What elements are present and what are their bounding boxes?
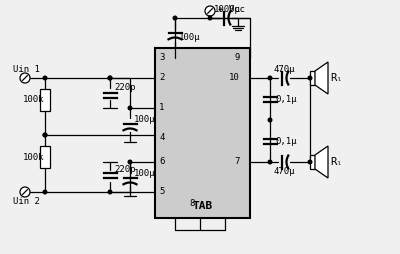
Text: Rₗ: Rₗ bbox=[330, 157, 342, 167]
Text: 2: 2 bbox=[159, 73, 164, 83]
Circle shape bbox=[43, 133, 47, 137]
Circle shape bbox=[43, 133, 47, 137]
Circle shape bbox=[43, 190, 47, 194]
Text: 100k: 100k bbox=[23, 152, 44, 162]
Circle shape bbox=[205, 6, 215, 16]
Polygon shape bbox=[315, 62, 328, 94]
Text: 100μ: 100μ bbox=[134, 169, 156, 179]
Text: 220p: 220p bbox=[114, 84, 136, 92]
Text: 6: 6 bbox=[159, 157, 164, 167]
Text: Uin 2: Uin 2 bbox=[13, 197, 40, 205]
Text: Rₗ: Rₗ bbox=[330, 73, 342, 83]
Text: 100k: 100k bbox=[23, 96, 44, 104]
Text: 8: 8 bbox=[189, 199, 194, 209]
Text: 220p: 220p bbox=[114, 166, 136, 174]
Text: 470μ: 470μ bbox=[274, 65, 296, 73]
Text: 470μ: 470μ bbox=[274, 167, 296, 176]
Text: + Vcc: + Vcc bbox=[218, 5, 245, 13]
Text: 5: 5 bbox=[159, 187, 164, 197]
Text: 0,1μ: 0,1μ bbox=[275, 94, 296, 103]
Bar bbox=[40, 89, 50, 111]
Text: Uin 1: Uin 1 bbox=[13, 65, 40, 73]
Bar bbox=[310, 71, 315, 85]
Circle shape bbox=[108, 76, 112, 80]
Text: 1000μ: 1000μ bbox=[214, 5, 241, 13]
Text: 10: 10 bbox=[229, 73, 240, 83]
Circle shape bbox=[308, 76, 312, 80]
Bar bbox=[40, 146, 50, 168]
Text: 3: 3 bbox=[159, 54, 164, 62]
Text: 1: 1 bbox=[159, 103, 164, 113]
Circle shape bbox=[128, 160, 132, 164]
Polygon shape bbox=[315, 146, 328, 178]
Circle shape bbox=[173, 16, 177, 20]
Text: 4: 4 bbox=[159, 134, 164, 142]
Text: 100μ: 100μ bbox=[179, 34, 200, 42]
Text: 9: 9 bbox=[235, 54, 240, 62]
Circle shape bbox=[128, 106, 132, 110]
Circle shape bbox=[20, 73, 30, 83]
Circle shape bbox=[308, 160, 312, 164]
Circle shape bbox=[20, 187, 30, 197]
Bar bbox=[310, 155, 315, 169]
Circle shape bbox=[268, 76, 272, 80]
Circle shape bbox=[108, 190, 112, 194]
Circle shape bbox=[208, 16, 212, 20]
Circle shape bbox=[108, 76, 112, 80]
Text: 100μ: 100μ bbox=[134, 116, 156, 124]
Circle shape bbox=[268, 160, 272, 164]
Circle shape bbox=[268, 118, 272, 122]
Text: 7: 7 bbox=[235, 157, 240, 167]
Text: TAB: TAB bbox=[192, 201, 213, 211]
Bar bbox=[155, 48, 250, 218]
Circle shape bbox=[43, 76, 47, 80]
Text: 0,1μ: 0,1μ bbox=[275, 136, 296, 146]
